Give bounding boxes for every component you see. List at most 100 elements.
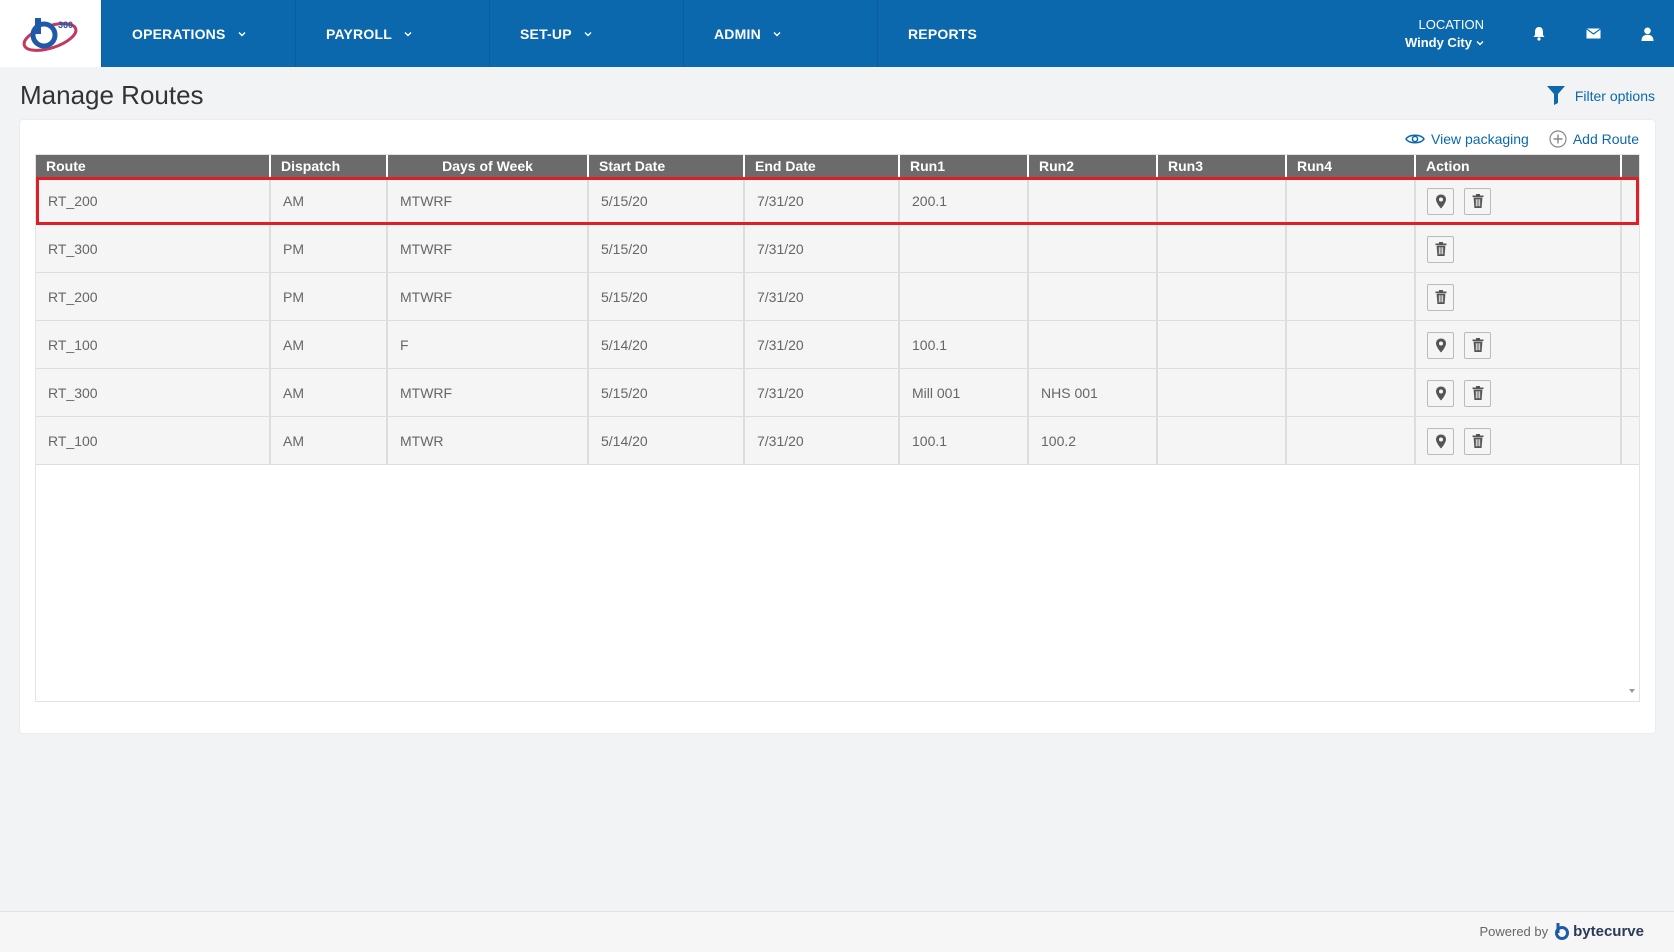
nav-setup[interactable]: SET-UP: [489, 0, 683, 67]
cell-action: [1416, 273, 1622, 321]
cell-dispatch: AM: [271, 417, 388, 465]
cell-dispatch: PM: [271, 225, 388, 273]
location-icon: [1435, 386, 1446, 400]
cell-action: [1416, 417, 1622, 465]
footer: Powered by bytecurve: [0, 911, 1674, 952]
cell-run3: [1158, 369, 1287, 417]
cell-start-date: 5/15/20: [589, 177, 745, 225]
trash-icon: [1435, 242, 1446, 256]
cell-run1: 200.1: [900, 177, 1029, 225]
cell-route: RT_100: [36, 321, 271, 369]
scroll-down-arrow[interactable]: [1629, 689, 1635, 693]
view-location-button[interactable]: [1427, 427, 1454, 455]
messages-button[interactable]: [1566, 0, 1620, 67]
cell-run2: [1029, 225, 1158, 273]
table-row-selected[interactable]: RT_200 AM MTWRF 5/15/20 7/31/20 200.1: [36, 177, 1639, 225]
table-row[interactable]: RT_200 PM MTWRF 5/15/20 7/31/20: [36, 273, 1639, 321]
delete-route-button[interactable]: [1464, 187, 1491, 215]
col-run2[interactable]: Run2: [1029, 155, 1158, 177]
cell-end-date: 7/31/20: [745, 225, 900, 273]
view-location-button[interactable]: [1427, 379, 1454, 407]
cell-days: MTWRF: [388, 177, 589, 225]
cell-dispatch: PM: [271, 273, 388, 321]
nav-payroll[interactable]: PAYROLL: [295, 0, 489, 67]
trash-icon: [1472, 386, 1483, 400]
logo-icon: 360: [22, 17, 77, 52]
cell-start-date: 5/15/20: [589, 225, 745, 273]
table-row[interactable]: RT_300 AM MTWRF 5/15/20 7/31/20 Mill 001 NHS 0…: [36, 369, 1639, 417]
cell-run4: [1287, 321, 1416, 369]
mail-icon: [1585, 28, 1601, 39]
cell-run2: [1029, 321, 1158, 369]
cell-dispatch: AM: [271, 321, 388, 369]
view-packaging-button[interactable]: View packaging: [1405, 131, 1529, 147]
user-menu-button[interactable]: [1620, 0, 1674, 67]
nav-reports[interactable]: REPORTS: [877, 0, 1071, 67]
cell-run4: [1287, 225, 1416, 273]
bell-icon: [1533, 27, 1545, 41]
trash-icon: [1472, 194, 1483, 208]
location-value-wrap: Windy City: [1405, 35, 1484, 50]
table-row[interactable]: RT_100 AM F 5/14/20 7/31/20 100.1: [36, 321, 1639, 369]
chevron-down-icon: [404, 31, 412, 36]
nav-admin[interactable]: ADMIN: [683, 0, 877, 67]
nav-reports-label: REPORTS: [908, 25, 978, 42]
cell-run2: 100.2: [1029, 417, 1158, 465]
cell-route: RT_300: [36, 369, 271, 417]
nav-operations[interactable]: OPERATIONS: [101, 0, 295, 67]
delete-route-button[interactable]: [1427, 235, 1454, 263]
location-label: LOCATION: [1418, 17, 1485, 32]
cell-run3: [1158, 417, 1287, 465]
table-header: Route Dispatch Days of Week Start Date E…: [36, 155, 1639, 177]
table-body: RT_200 AM MTWRF 5/15/20 7/31/20 200.1 RT_300 PM…: [36, 177, 1639, 465]
app-logo[interactable]: 360: [0, 0, 101, 67]
brand-logo[interactable]: bytecurve: [1554, 922, 1644, 940]
add-route-button[interactable]: Add Route: [1549, 130, 1639, 148]
cell-run1: [900, 225, 1029, 273]
notifications-button[interactable]: [1512, 0, 1566, 67]
cell-route: RT_100: [36, 417, 271, 465]
cell-run1: 100.1: [900, 417, 1029, 465]
delete-route-button[interactable]: [1464, 379, 1491, 407]
cell-end-date: 7/31/20: [745, 321, 900, 369]
delete-route-button[interactable]: [1464, 331, 1491, 359]
table-row[interactable]: RT_100 AM MTWR 5/14/20 7/31/20 100.1 100.2: [36, 417, 1639, 465]
view-location-button[interactable]: [1427, 187, 1454, 215]
cell-days: MTWRF: [388, 369, 589, 417]
location-icon: [1435, 338, 1446, 352]
location-selector[interactable]: LOCATION Windy City: [1405, 0, 1484, 67]
cell-run2: NHS 001: [1029, 369, 1158, 417]
cell-start-date: 5/14/20: [589, 321, 745, 369]
location-icon: [1435, 434, 1446, 448]
cell-start-date: 5/15/20: [589, 273, 745, 321]
chevron-down-icon: [773, 31, 781, 36]
col-run4[interactable]: Run4: [1287, 155, 1416, 177]
cell-end-date: 7/31/20: [745, 177, 900, 225]
cell-run3: [1158, 177, 1287, 225]
cell-action: [1416, 321, 1622, 369]
cell-run4: [1287, 177, 1416, 225]
location-value: Windy City: [1404, 35, 1472, 50]
cell-days: MTWRF: [388, 225, 589, 273]
table-row[interactable]: RT_300 PM MTWRF 5/15/20 7/31/20: [36, 225, 1639, 273]
delete-route-button[interactable]: [1427, 283, 1454, 311]
view-packaging-label: View packaging: [1431, 131, 1529, 147]
cell-run3: [1158, 273, 1287, 321]
cell-run4: [1287, 369, 1416, 417]
user-icon: [1641, 27, 1653, 41]
col-run3[interactable]: Run3: [1158, 155, 1287, 177]
col-start-date[interactable]: Start Date: [589, 155, 745, 177]
bytecurve-logo-icon: [1555, 923, 1570, 940]
filter-icon: [1546, 86, 1565, 105]
delete-route-button[interactable]: [1464, 427, 1491, 455]
col-days-of-week[interactable]: Days of Week: [388, 155, 589, 177]
col-end-date[interactable]: End Date: [745, 155, 900, 177]
col-run1[interactable]: Run1: [900, 155, 1029, 177]
view-location-button[interactable]: [1427, 331, 1454, 359]
col-route[interactable]: Route: [36, 155, 271, 177]
filter-options-button[interactable]: Filter options: [1546, 86, 1655, 105]
brand-name: bytecurve: [1573, 922, 1644, 940]
col-dispatch[interactable]: Dispatch: [271, 155, 388, 177]
eye-icon: [1405, 134, 1425, 144]
cell-run1: 100.1: [900, 321, 1029, 369]
